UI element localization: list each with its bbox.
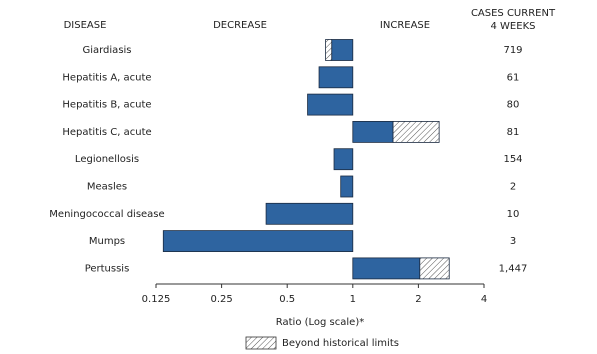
bar: [307, 93, 354, 116]
disease-label: Measles: [87, 182, 127, 193]
cases-label: 61: [507, 72, 520, 83]
header-disease: DISEASE: [64, 20, 107, 31]
cases-label: 154: [503, 154, 522, 165]
x-tick-label: 4: [481, 294, 487, 305]
x-axis-label: Ratio (Log scale)*: [276, 317, 364, 328]
bar: [352, 257, 421, 280]
header-increase: INCREASE: [380, 20, 430, 31]
bar-beyond-limit: [325, 39, 333, 61]
bar: [340, 175, 354, 198]
disease-label: Hepatitis B, acute: [62, 100, 151, 111]
cases-label: 1,447: [499, 263, 528, 274]
cases-label: 719: [503, 45, 522, 56]
disease-label: Hepatitis C, acute: [62, 127, 151, 138]
disease-label: Hepatitis A, acute: [62, 72, 151, 83]
bar: [162, 230, 354, 253]
x-tick-label: 2: [415, 294, 421, 305]
bar-beyond-limit: [419, 257, 450, 280]
legend-label: Beyond historical limits: [282, 338, 399, 349]
bar: [265, 202, 354, 225]
cases-label: 2: [510, 182, 516, 193]
cases-label: 10: [507, 209, 520, 220]
header-cases: 4 WEEKS: [491, 21, 536, 32]
legend-swatch: [245, 336, 277, 350]
disease-label: Mumps: [89, 236, 125, 247]
disease-label: Giardiasis: [82, 45, 131, 56]
bar: [352, 121, 394, 143]
cases-label: 80: [507, 100, 520, 111]
x-tick-label: 0.125: [142, 294, 171, 305]
disease-label: Pertussis: [85, 263, 130, 274]
cases-label: 3: [510, 236, 516, 247]
header-cases: CASES CURRENT: [471, 8, 556, 19]
bar: [318, 66, 354, 89]
disease-label: Meningococcal disease: [49, 209, 164, 220]
bar-beyond-limit: [392, 121, 440, 143]
bar: [333, 148, 354, 171]
disease-label: Legionellosis: [75, 154, 139, 165]
x-tick-label: 1: [350, 294, 356, 305]
x-tick-label: 0.5: [279, 294, 295, 305]
header-decrease: DECREASE: [213, 20, 267, 31]
bar: [331, 39, 354, 61]
cases-label: 81: [507, 127, 520, 138]
x-tick-label: 0.25: [210, 294, 232, 305]
